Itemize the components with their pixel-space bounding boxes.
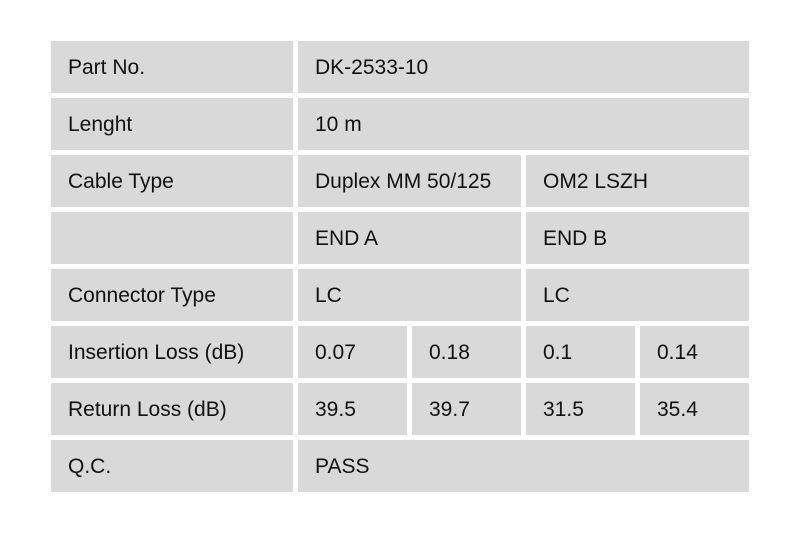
connector-type-end-b: LC [526,269,749,321]
qc-label: Q.C. [51,440,293,492]
return-loss-end-a-fiber-1: 39.5 [298,383,407,435]
insertion-loss-end-b-fiber-1: 0.1 [526,326,635,378]
insertion-loss-end-a-fiber-2: 0.18 [412,326,521,378]
length-value: 10 m [298,98,749,150]
return-loss-label: Return Loss (dB) [51,383,293,435]
insertion-loss-end-a-fiber-1: 0.07 [298,326,407,378]
connector-type-end-a: LC [298,269,521,321]
length-label: Lenght [51,98,293,150]
end-b-header: END B [526,212,749,264]
insertion-loss-label: Insertion Loss (dB) [51,326,293,378]
end-headers-spacer [51,212,293,264]
return-loss-end-b-fiber-2: 35.4 [640,383,749,435]
qc-value: PASS [298,440,749,492]
return-loss-end-b-fiber-1: 31.5 [526,383,635,435]
connector-type-label: Connector Type [51,269,293,321]
cable-type-label: Cable Type [51,155,293,207]
end-a-header: END A [298,212,521,264]
insertion-loss-end-b-fiber-2: 0.14 [640,326,749,378]
part-no-value: DK-2533-10 [298,41,749,93]
cable-type-value-b: OM2 LSZH [526,155,749,207]
part-no-label: Part No. [51,41,293,93]
return-loss-end-a-fiber-2: 39.7 [412,383,521,435]
cable-type-value-a: Duplex MM 50/125 [298,155,521,207]
qc-spec-table: Part No. DK-2533-10 Lenght 10 m Cable Ty… [51,41,749,492]
